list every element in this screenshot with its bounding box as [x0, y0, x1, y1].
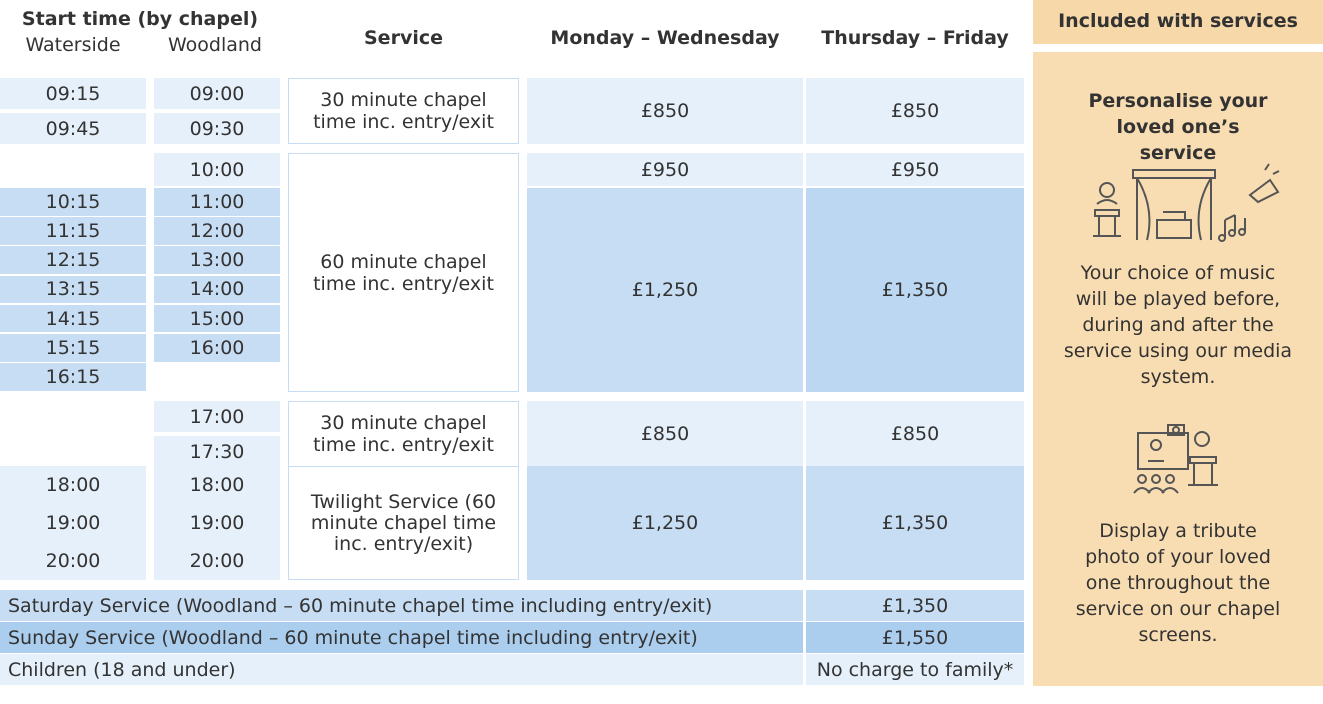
- extra-price: £1,550: [806, 622, 1024, 653]
- time-cell: 13:00: [154, 246, 280, 274]
- music-text: Your choice of music will be played befo…: [1063, 262, 1293, 388]
- time-cell: 09:30: [154, 113, 280, 144]
- time-cell: 18:00: [0, 466, 146, 504]
- price-cell: £850: [806, 401, 1024, 467]
- thu-fri-header: Thursday – Friday: [821, 27, 1009, 49]
- service-header: Service: [364, 27, 443, 49]
- service-cell: 30 minute chapel time inc. entry/exit: [288, 78, 519, 144]
- price-cell: £850: [806, 78, 1024, 144]
- time-cell: 14:00: [154, 275, 280, 304]
- time-cell: 11:15: [0, 217, 146, 245]
- time-cell: 19:00: [154, 504, 280, 542]
- price-cell: £1,350: [806, 188, 1024, 392]
- photo-text: Display a tribute photo of your loved on…: [1075, 520, 1281, 646]
- price-cell: £1,350: [806, 466, 1024, 580]
- price-cell: £1,250: [527, 188, 803, 392]
- price-cell: £950: [527, 153, 803, 186]
- music-icon: [1093, 163, 1280, 242]
- service-cell: Twilight Service (60 minute chapel time …: [288, 466, 519, 580]
- time-cell: 15:00: [154, 304, 280, 333]
- time-cell: 13:15: [0, 275, 146, 304]
- service-cell: 30 minute chapel time inc. entry/exit: [288, 401, 519, 467]
- time-cell: 10:15: [0, 188, 146, 216]
- time-cell: 16:00: [154, 334, 280, 362]
- extra-label: Children (18 and under): [0, 654, 803, 685]
- waterside-header: Waterside: [25, 34, 121, 56]
- start-time-header: Start time (by chapel): [21, 8, 259, 30]
- extra-label: Saturday Service (Woodland – 60 minute c…: [0, 590, 803, 621]
- service-cell: 60 minute chapel time inc. entry/exit: [288, 153, 519, 392]
- extra-price: No charge to family*: [806, 654, 1024, 685]
- sidebar-bg: [1033, 52, 1323, 686]
- time-cell: 20:00: [154, 542, 280, 580]
- price-cell: £950: [806, 153, 1024, 186]
- sidebar-header-bg: [1033, 0, 1323, 44]
- sidebar-title: Included with services: [1058, 10, 1298, 32]
- time-cell: 09:00: [154, 78, 280, 109]
- extra-label: Sunday Service (Woodland – 60 minute cha…: [0, 622, 803, 653]
- price-cell: £850: [527, 78, 803, 144]
- woodland-header: Woodland: [167, 34, 262, 56]
- time-cell: 20:00: [0, 542, 146, 580]
- photo-icon: [1133, 424, 1218, 494]
- time-cell: 09:45: [0, 113, 146, 144]
- time-cell: 10:00: [154, 153, 280, 186]
- price-cell: £850: [527, 401, 803, 467]
- time-cell: 12:15: [0, 246, 146, 274]
- time-cell: 11:00: [154, 188, 280, 216]
- time-cell: 15:15: [0, 334, 146, 362]
- price-cell: £1,250: [527, 466, 803, 580]
- sidebar-heading: Personalise your loved one’s service: [1088, 90, 1268, 164]
- mon-wed-header: Monday – Wednesday: [550, 27, 780, 49]
- time-cell: 17:00: [154, 401, 280, 432]
- time-cell: 09:15: [0, 78, 146, 109]
- time-cell: 18:00: [154, 466, 280, 504]
- time-cell: 14:15: [0, 304, 146, 333]
- time-cell: 17:30: [154, 436, 280, 467]
- time-cell: 12:00: [154, 217, 280, 245]
- time-cell: 19:00: [0, 504, 146, 542]
- time-cell: 16:15: [0, 363, 146, 391]
- extra-price: £1,350: [806, 590, 1024, 621]
